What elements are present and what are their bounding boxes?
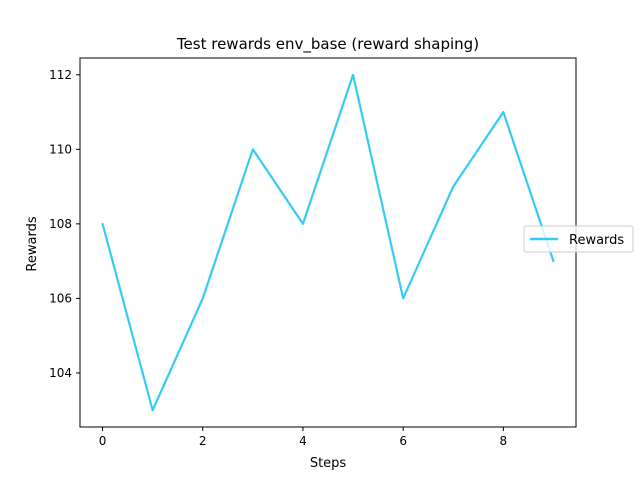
x-tick-label-0: 0 bbox=[99, 434, 107, 448]
chart-title: Test rewards env_base (reward shaping) bbox=[176, 35, 479, 54]
y-tick-label-110: 110 bbox=[49, 142, 72, 156]
y-tick-label-108: 108 bbox=[49, 217, 72, 231]
y-axis-label: Rewards bbox=[25, 216, 40, 271]
legend: Rewards bbox=[523, 225, 634, 253]
y-tick-label-112: 112 bbox=[49, 68, 72, 82]
x-tick-label-6: 6 bbox=[399, 434, 407, 448]
legend-box bbox=[523, 225, 634, 253]
legend-label: Rewards bbox=[569, 233, 624, 248]
x-axis-label: Steps bbox=[310, 456, 347, 471]
x-tick-label-8: 8 bbox=[500, 434, 508, 448]
series-line-0 bbox=[101, 73, 555, 412]
y-tick-label-106: 106 bbox=[49, 291, 72, 305]
x-tick-label-2: 2 bbox=[199, 434, 207, 448]
x-tick-label-4: 4 bbox=[299, 434, 307, 448]
y-tick-label-104: 104 bbox=[49, 366, 72, 380]
